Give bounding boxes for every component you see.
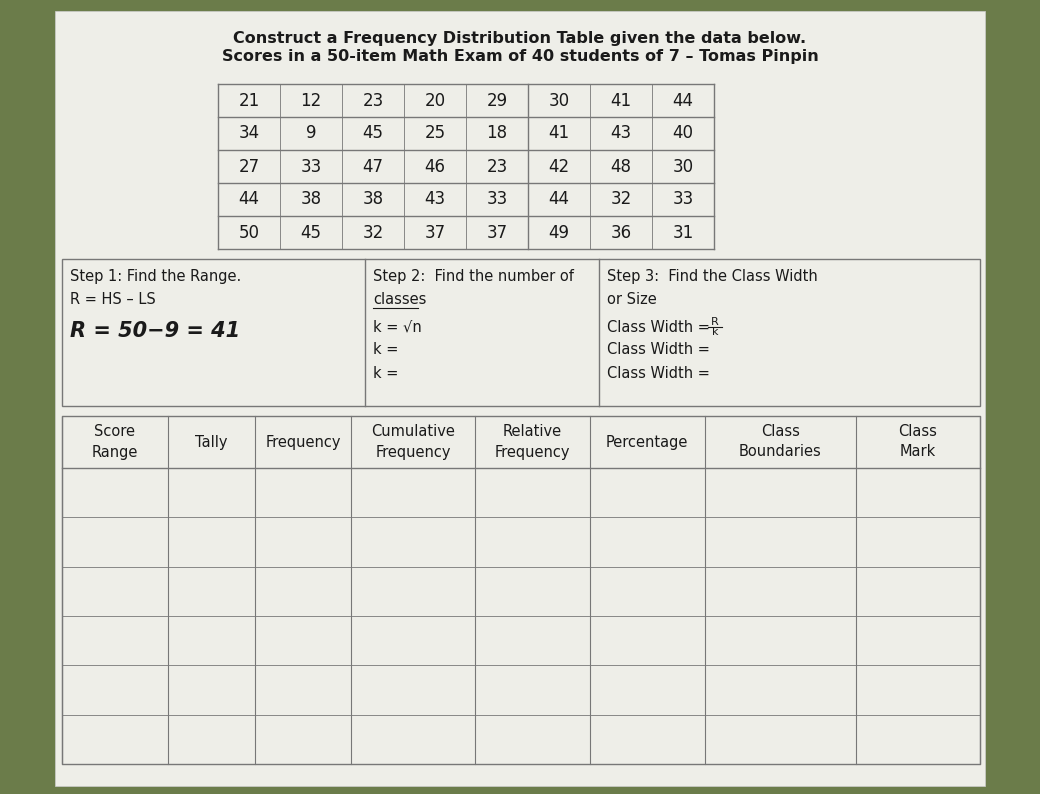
Text: 23: 23 <box>487 157 508 175</box>
Text: 31: 31 <box>673 223 694 241</box>
Text: 40: 40 <box>673 125 694 142</box>
Text: Construct a Frequency Distribution Table given the data below.: Construct a Frequency Distribution Table… <box>233 32 807 47</box>
Text: Class Width =: Class Width = <box>607 365 710 380</box>
Text: k = √n: k = √n <box>373 319 421 334</box>
Text: Frequency: Frequency <box>375 445 451 460</box>
Text: 38: 38 <box>362 191 384 209</box>
Text: R = 50−9 = 41: R = 50−9 = 41 <box>70 321 240 341</box>
Text: 47: 47 <box>363 157 384 175</box>
Text: 50: 50 <box>238 223 260 241</box>
Text: 34: 34 <box>238 125 260 142</box>
Text: 43: 43 <box>424 191 445 209</box>
Text: Scores in a 50-item Math Exam of 40 students of 7 – Tomas Pinpin: Scores in a 50-item Math Exam of 40 stud… <box>222 49 818 64</box>
Text: Boundaries: Boundaries <box>739 445 822 460</box>
Text: Cumulative: Cumulative <box>371 425 456 440</box>
Text: R = HS – LS: R = HS – LS <box>70 292 156 307</box>
Text: 41: 41 <box>548 125 570 142</box>
Text: 20: 20 <box>424 91 445 110</box>
Text: 32: 32 <box>610 191 631 209</box>
Text: Range: Range <box>92 445 138 460</box>
Text: k =: k = <box>373 342 398 357</box>
Text: 48: 48 <box>610 157 631 175</box>
Text: k =: k = <box>373 365 398 380</box>
Text: 25: 25 <box>424 125 445 142</box>
Text: 30: 30 <box>673 157 694 175</box>
Text: 46: 46 <box>424 157 445 175</box>
Text: Step 2:  Find the number of: Step 2: Find the number of <box>373 269 574 284</box>
Text: Frequency: Frequency <box>265 434 341 449</box>
Text: 32: 32 <box>362 223 384 241</box>
Text: 21: 21 <box>238 91 260 110</box>
Text: Percentage: Percentage <box>606 434 688 449</box>
Text: 12: 12 <box>301 91 321 110</box>
Text: 9: 9 <box>306 125 316 142</box>
Text: 33: 33 <box>301 157 321 175</box>
Text: Step 1: Find the Range.: Step 1: Find the Range. <box>70 269 241 284</box>
Text: 45: 45 <box>301 223 321 241</box>
Text: R: R <box>711 317 719 327</box>
Text: 27: 27 <box>238 157 260 175</box>
Text: 43: 43 <box>610 125 631 142</box>
Text: 44: 44 <box>548 191 570 209</box>
Text: Score: Score <box>95 425 135 440</box>
Text: 30: 30 <box>548 91 570 110</box>
Text: 44: 44 <box>673 91 694 110</box>
Text: 36: 36 <box>610 223 631 241</box>
Text: Step 3:  Find the Class Width: Step 3: Find the Class Width <box>607 269 817 284</box>
Text: 18: 18 <box>487 125 508 142</box>
Text: Mark: Mark <box>900 445 936 460</box>
Text: 44: 44 <box>238 191 260 209</box>
Text: Class Width =: Class Width = <box>607 319 714 334</box>
Text: 33: 33 <box>673 191 694 209</box>
Text: Frequency: Frequency <box>495 445 570 460</box>
Text: k: k <box>711 327 719 337</box>
Text: or Size: or Size <box>607 292 657 307</box>
Text: 41: 41 <box>610 91 631 110</box>
Text: 42: 42 <box>548 157 570 175</box>
FancyBboxPatch shape <box>55 11 985 786</box>
Text: 45: 45 <box>363 125 384 142</box>
Text: Class: Class <box>761 425 800 440</box>
Text: classes: classes <box>373 292 426 307</box>
Text: Class Width =: Class Width = <box>607 342 710 357</box>
Text: 29: 29 <box>487 91 508 110</box>
FancyBboxPatch shape <box>62 416 980 764</box>
FancyBboxPatch shape <box>62 259 980 406</box>
Text: Tally: Tally <box>194 434 228 449</box>
Text: 38: 38 <box>301 191 321 209</box>
Text: 33: 33 <box>487 191 508 209</box>
Text: 23: 23 <box>362 91 384 110</box>
Text: 49: 49 <box>548 223 570 241</box>
Text: Relative: Relative <box>503 425 562 440</box>
Text: 37: 37 <box>424 223 445 241</box>
Text: 37: 37 <box>487 223 508 241</box>
Text: Class: Class <box>899 425 937 440</box>
